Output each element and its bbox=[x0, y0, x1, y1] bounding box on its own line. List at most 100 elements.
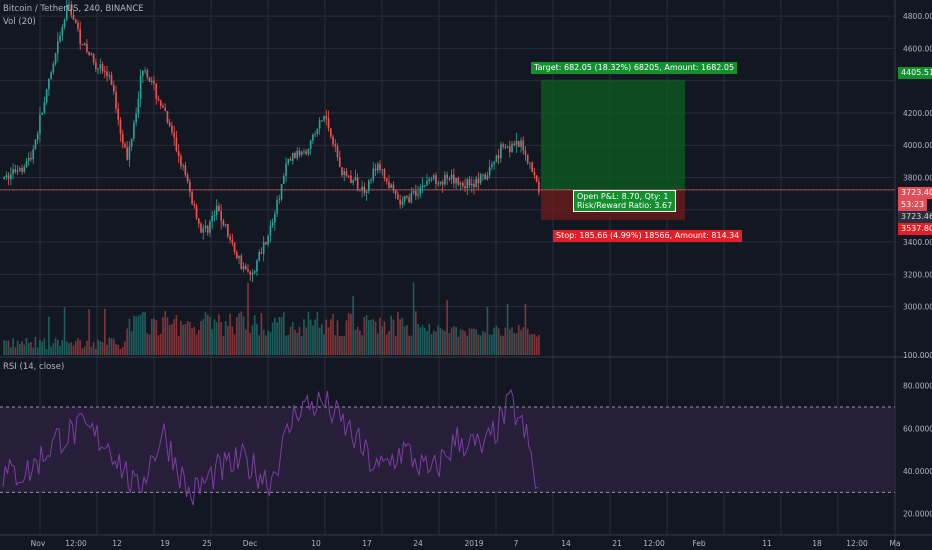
candle-body bbox=[128, 146, 131, 160]
candle-body bbox=[79, 28, 82, 45]
volume-bar bbox=[444, 331, 446, 355]
volume-bar bbox=[70, 342, 73, 355]
candle-body bbox=[68, 4, 70, 6]
volume-legend[interactable]: Vol (20) bbox=[3, 17, 36, 27]
volume-bar bbox=[486, 306, 489, 355]
candle-body bbox=[437, 183, 440, 185]
candle-body bbox=[48, 78, 50, 90]
target-label[interactable]: Target: 682.05 (18.32%) 68205, Amount: 1… bbox=[531, 62, 738, 74]
candle-body bbox=[321, 120, 323, 122]
candle-body bbox=[343, 171, 346, 176]
volume-bar bbox=[206, 314, 209, 355]
candle-body bbox=[159, 100, 162, 106]
volume-bar bbox=[383, 321, 386, 355]
candle-body bbox=[289, 159, 292, 161]
volume-bar bbox=[421, 325, 424, 355]
candle-body bbox=[486, 175, 489, 180]
volume-bar bbox=[92, 342, 95, 355]
volume-bar bbox=[168, 325, 171, 355]
price-tick-label: 3800.00 bbox=[903, 174, 932, 183]
volume-bar bbox=[41, 341, 43, 355]
candle-body bbox=[126, 147, 128, 160]
time-tick-label: 18 bbox=[812, 539, 822, 548]
volume-bar bbox=[258, 335, 261, 355]
candle-body bbox=[45, 89, 48, 103]
volume-bar bbox=[361, 335, 363, 355]
volume-bar bbox=[148, 334, 151, 355]
stop-label[interactable]: Stop: 185.66 (4.99%) 18566, Amount: 814.… bbox=[553, 230, 743, 242]
candle-body bbox=[81, 44, 84, 46]
time-tick-label: 7 bbox=[514, 539, 519, 548]
candle-body bbox=[350, 175, 352, 184]
candle-body bbox=[526, 154, 529, 164]
candle-body bbox=[39, 114, 41, 135]
position-zones[interactable] bbox=[0, 79, 895, 220]
volume-bar bbox=[253, 315, 256, 355]
volume-bar bbox=[410, 335, 413, 355]
candle-body bbox=[475, 178, 478, 187]
rsi-legend[interactable]: RSI (14, close) bbox=[3, 362, 65, 372]
volume-bar bbox=[533, 333, 536, 355]
candle-body bbox=[97, 68, 99, 70]
volume-bar bbox=[27, 342, 30, 355]
volume-bar bbox=[189, 322, 191, 355]
candle-body bbox=[32, 149, 35, 160]
candle-body bbox=[166, 111, 169, 123]
volume-bar bbox=[517, 325, 520, 355]
volume-bar bbox=[500, 335, 502, 355]
volume-bar bbox=[108, 337, 111, 355]
time-tick-label: 12:00 bbox=[846, 539, 868, 548]
candle-body bbox=[110, 75, 113, 85]
volume-bar bbox=[50, 346, 52, 355]
candle-body bbox=[461, 182, 464, 187]
entry-price-tag: 3723.40 bbox=[898, 187, 932, 199]
candle-body bbox=[258, 252, 261, 261]
volume-bar bbox=[282, 312, 285, 355]
volume-bar bbox=[520, 329, 522, 355]
candle-body bbox=[16, 170, 19, 172]
candle-body bbox=[441, 181, 444, 185]
candle-body bbox=[435, 175, 437, 184]
volume-bar bbox=[16, 340, 19, 355]
volume-bar bbox=[48, 316, 50, 355]
volume-bar bbox=[526, 328, 529, 355]
candle-body bbox=[448, 178, 451, 180]
rsi-tick-label: 40.0000 bbox=[903, 467, 932, 476]
symbol-legend[interactable]: Bitcoin / TetherUS, 240, BINANCE bbox=[3, 4, 144, 14]
candle-body bbox=[213, 214, 216, 216]
candle-body bbox=[117, 108, 120, 120]
volume-bar bbox=[493, 327, 495, 355]
volume-bar bbox=[262, 329, 265, 355]
candle-body bbox=[195, 205, 198, 219]
candle-body bbox=[146, 70, 149, 78]
volume-bar bbox=[327, 327, 330, 355]
candle-body bbox=[77, 22, 79, 29]
volume-bar bbox=[14, 347, 17, 355]
volume-bar bbox=[63, 307, 66, 355]
candle-body bbox=[171, 125, 173, 133]
price-tick-label: 3400.00 bbox=[903, 238, 932, 247]
pnl-label[interactable]: Open P&L: 8.70, Qty: 1 Risk/Reward Ratio… bbox=[573, 190, 677, 212]
candle-body bbox=[332, 136, 334, 145]
volume-bar bbox=[7, 340, 10, 355]
candle-body bbox=[403, 196, 406, 202]
candle-body bbox=[18, 168, 21, 171]
time-tick-label: 10 bbox=[311, 539, 321, 548]
candle-body bbox=[130, 138, 133, 147]
candle-body bbox=[522, 140, 525, 151]
rsi-line bbox=[2, 388, 539, 506]
volume-bar bbox=[535, 336, 538, 355]
candle-body bbox=[144, 70, 146, 72]
volume-bar bbox=[57, 339, 59, 355]
volume-bar bbox=[61, 340, 64, 355]
volume-bar bbox=[495, 325, 498, 355]
volume-bar bbox=[191, 328, 193, 355]
volume-bar bbox=[110, 338, 113, 355]
volume-bar bbox=[305, 327, 307, 355]
volume-bar bbox=[36, 347, 39, 355]
candle-body bbox=[10, 174, 12, 180]
volume-bar bbox=[300, 336, 303, 355]
candle-body bbox=[520, 140, 522, 147]
volume-bar bbox=[350, 313, 352, 355]
